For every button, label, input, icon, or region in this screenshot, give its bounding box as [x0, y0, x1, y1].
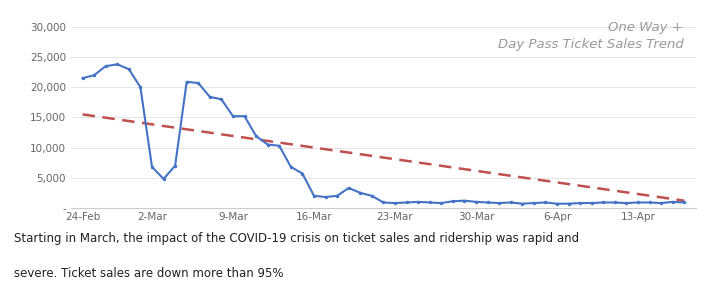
Text: Starting in March, the impact of the COVID-19 crisis on ticket sales and ridersh: Starting in March, the impact of the COV…: [14, 232, 579, 245]
Text: One Way +
Day Pass Ticket Sales Trend: One Way + Day Pass Ticket Sales Trend: [498, 21, 683, 51]
Text: severe. Ticket sales are down more than 95%: severe. Ticket sales are down more than …: [14, 267, 284, 280]
